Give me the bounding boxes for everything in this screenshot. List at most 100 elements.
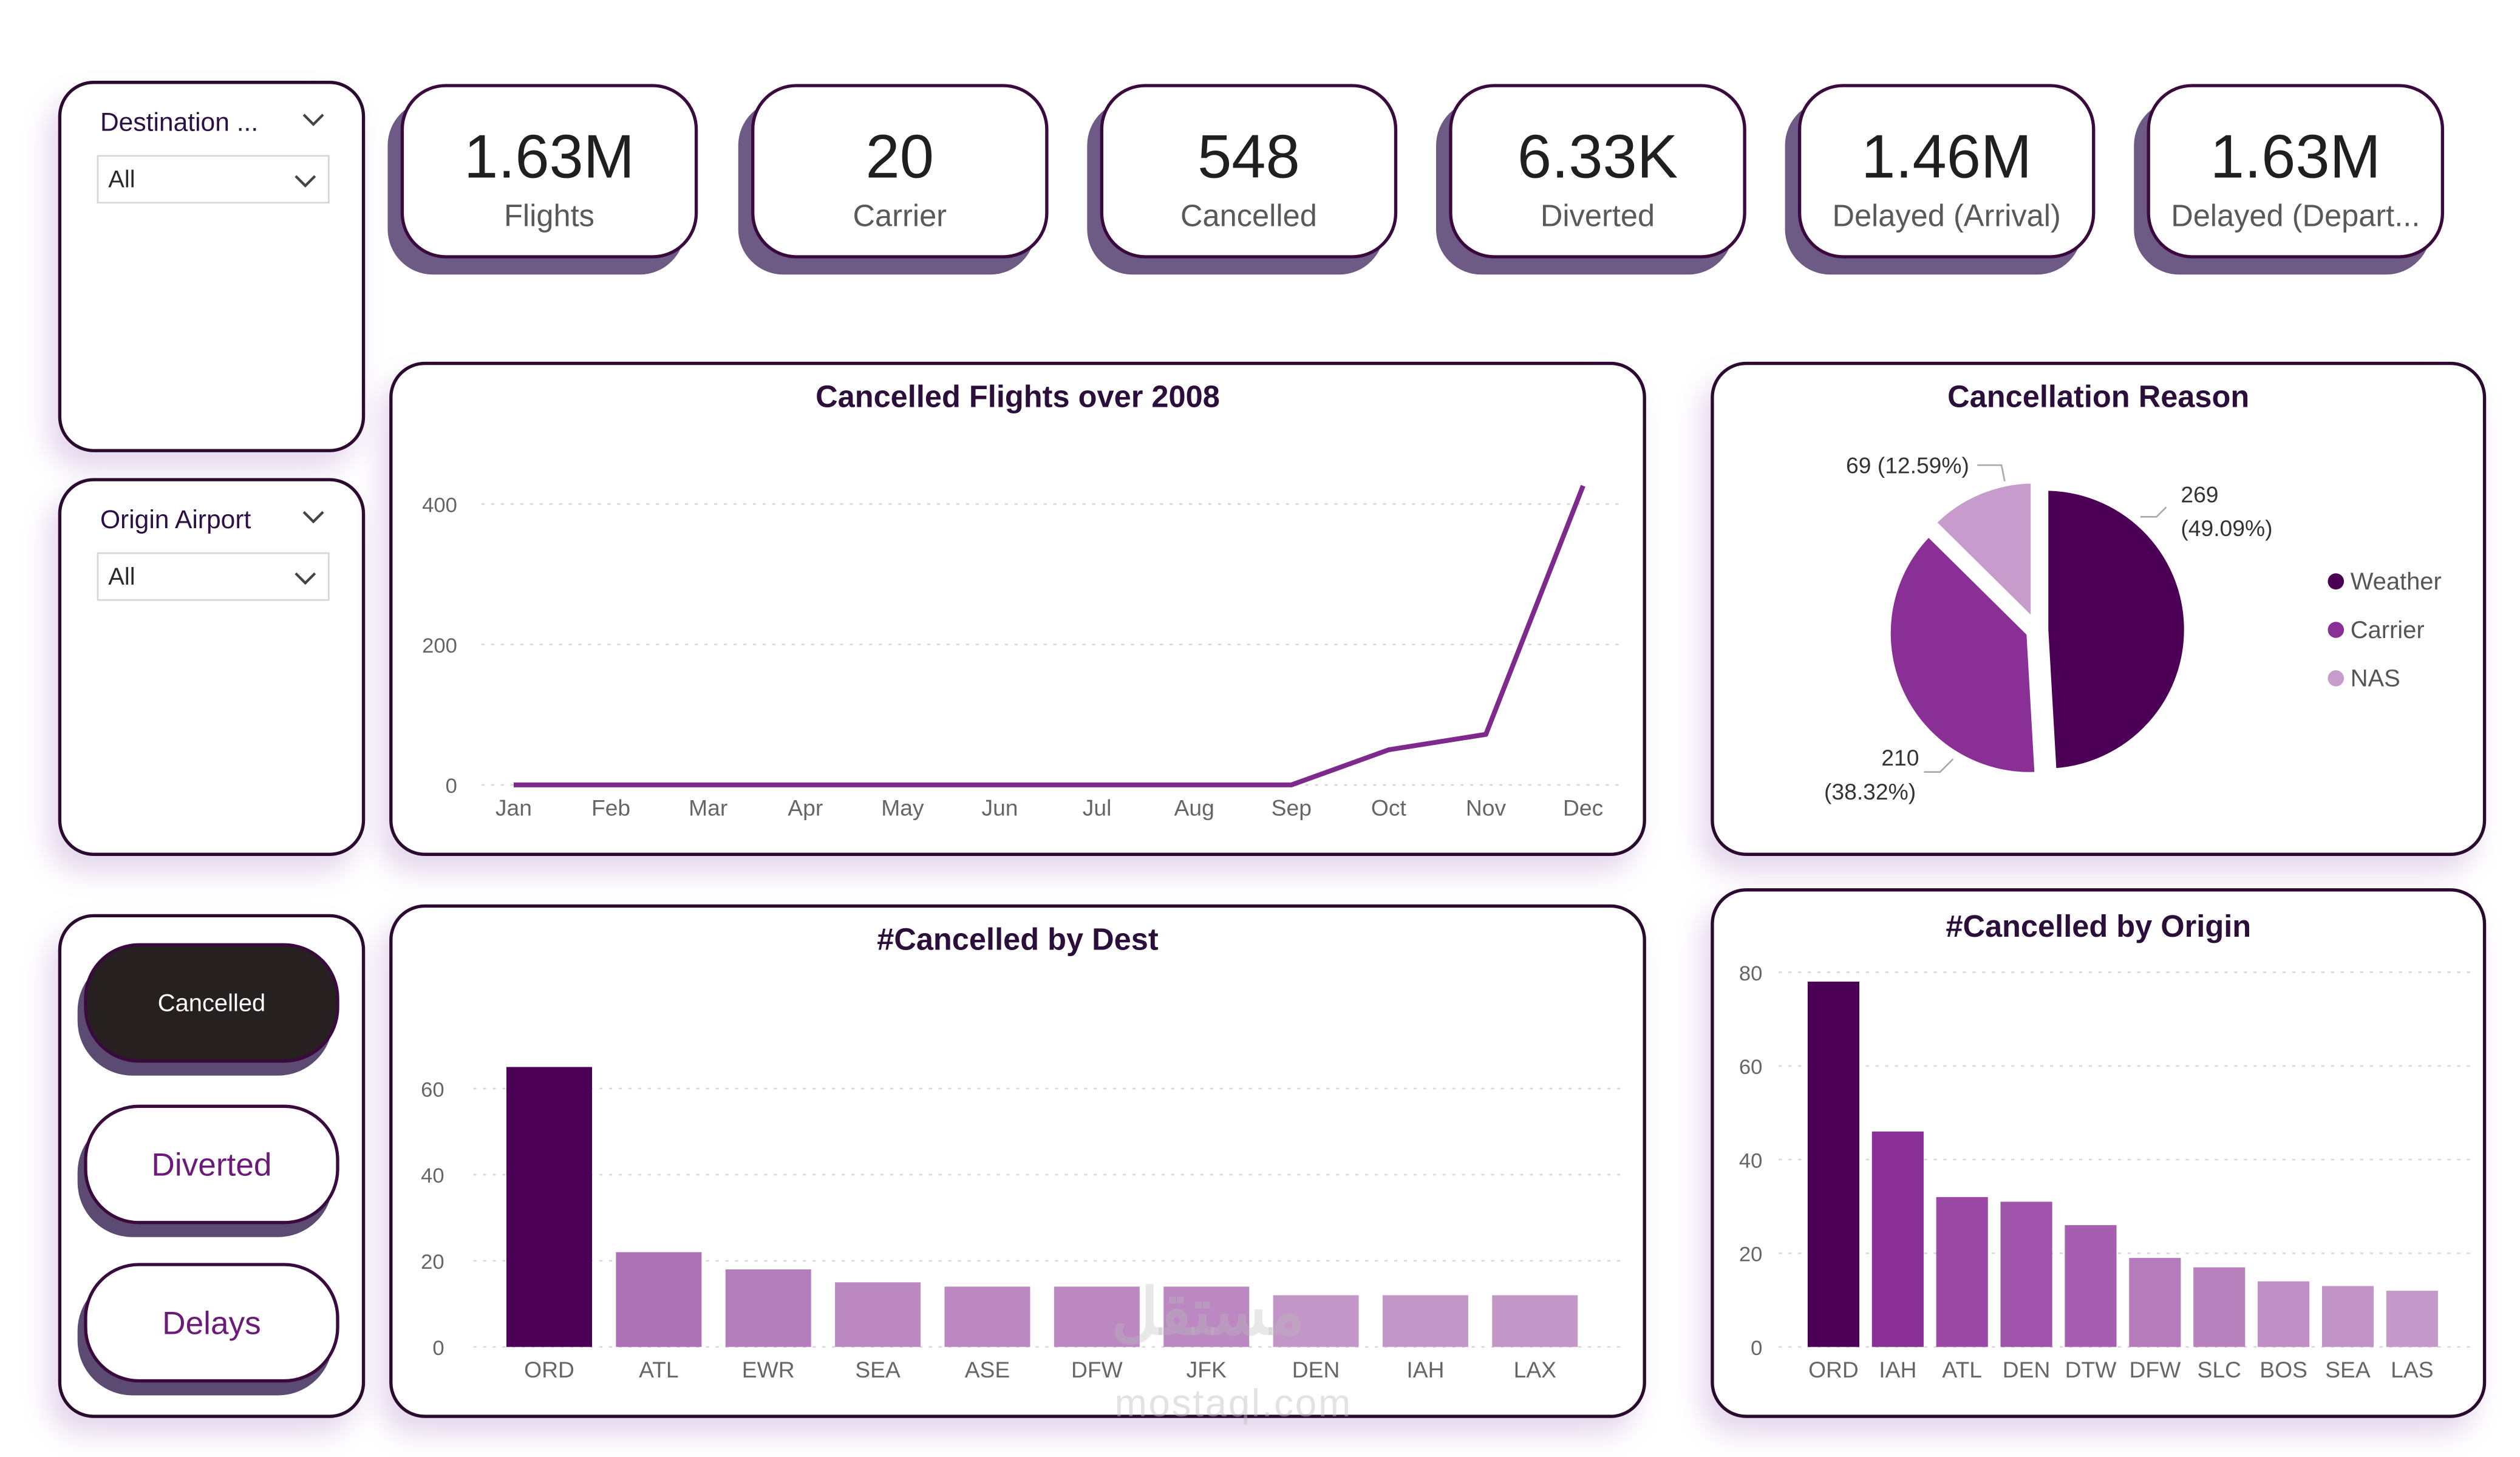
cancelled-button[interactable]: Cancelled bbox=[84, 943, 339, 1063]
kpi-value: 1.63M bbox=[464, 124, 635, 192]
data-label: (49.09%) bbox=[2181, 515, 2272, 541]
legend-label[interactable]: NAS bbox=[2351, 665, 2400, 692]
y-tick-label: 0 bbox=[432, 1337, 444, 1360]
bar[interactable] bbox=[1492, 1295, 1578, 1347]
bar[interactable] bbox=[1163, 1286, 1250, 1347]
y-tick-label: 40 bbox=[421, 1164, 444, 1187]
legend-label[interactable]: Weather bbox=[2351, 568, 2442, 595]
data-label: 210 bbox=[1881, 745, 1919, 770]
bar[interactable] bbox=[2065, 1225, 2117, 1347]
bar[interactable] bbox=[1807, 981, 1860, 1347]
bar[interactable] bbox=[2321, 1286, 2374, 1347]
chevron-down-icon[interactable] bbox=[301, 107, 327, 133]
destination-dropdown-value: All bbox=[108, 166, 135, 194]
y-tick-label: 20 bbox=[1739, 1243, 1762, 1266]
series-line[interactable] bbox=[513, 484, 1585, 787]
x-tick-label: DTW bbox=[2065, 1357, 2117, 1382]
bar[interactable] bbox=[1054, 1286, 1140, 1347]
bar[interactable] bbox=[2258, 1281, 2310, 1347]
x-tick-label: Aug bbox=[1174, 795, 1214, 820]
kpi-label: Diverted bbox=[1540, 200, 1655, 234]
kpi-label: Carrier bbox=[853, 200, 947, 234]
pie-slice-nas[interactable] bbox=[1928, 477, 2037, 630]
bar[interactable] bbox=[616, 1252, 702, 1347]
navigation-button-panel: Cancelled Diverted Delays bbox=[58, 914, 366, 1418]
kpi-label: Delayed (Depart... bbox=[2171, 200, 2420, 234]
x-tick-label: ASE bbox=[965, 1357, 1010, 1382]
leader-line bbox=[1977, 464, 2006, 482]
x-tick-label: LAX bbox=[1514, 1357, 1557, 1382]
x-tick-label: Feb bbox=[591, 795, 630, 820]
data-label: 269 bbox=[2181, 481, 2218, 507]
bar[interactable] bbox=[1936, 1197, 1988, 1347]
kpi-card-carrier: 20 Carrier bbox=[738, 84, 1049, 275]
kpi-card-diverted: 6.33K Diverted bbox=[1436, 84, 1746, 275]
bar[interactable] bbox=[835, 1282, 921, 1347]
bar[interactable] bbox=[1382, 1295, 1468, 1347]
x-tick-label: Jun bbox=[981, 795, 1018, 820]
chevron-down-icon bbox=[295, 175, 316, 188]
x-tick-label: ORD bbox=[524, 1357, 574, 1382]
y-tick-label: 40 bbox=[1739, 1149, 1762, 1172]
y-tick-label: 200 bbox=[422, 634, 457, 657]
chevron-down-icon bbox=[295, 572, 316, 585]
x-tick-label: DFW bbox=[1071, 1357, 1123, 1382]
bar[interactable] bbox=[944, 1286, 1030, 1347]
watermark-text: mostaql.com bbox=[1114, 1382, 1352, 1427]
watermark-logo: مستقل bbox=[1111, 1277, 1305, 1349]
bar[interactable] bbox=[2193, 1267, 2246, 1347]
x-tick-label: JFK bbox=[1187, 1357, 1227, 1382]
y-tick-label: 60 bbox=[1739, 1056, 1762, 1079]
destination-dropdown[interactable]: All bbox=[97, 155, 330, 204]
x-tick-label: Jul bbox=[1083, 795, 1112, 820]
kpi-card-delayed-departure: 1.63M Delayed (Depart... bbox=[2134, 84, 2445, 275]
kpi-value: 20 bbox=[865, 124, 935, 192]
dest-bar-chart-panel: #Cancelled by Dest 0 20 40 60 ORD ATL EWR SEA AS… bbox=[389, 904, 1646, 1418]
data-label: 69 (12.59%) bbox=[1846, 452, 1969, 478]
bar[interactable] bbox=[2000, 1201, 2052, 1347]
line-chart-panel: Cancelled Flights over 2008 0 200 400 Jan Fe… bbox=[389, 361, 1646, 856]
chevron-down-icon[interactable] bbox=[301, 504, 327, 530]
legend-marker bbox=[2328, 573, 2345, 590]
y-tick-label: 0 bbox=[446, 775, 457, 798]
leader-line bbox=[1924, 758, 1954, 773]
x-tick-label: BOS bbox=[2259, 1357, 2307, 1382]
destination-slicer-title: Destination ... bbox=[100, 109, 259, 138]
delays-button[interactable]: Delays bbox=[84, 1263, 339, 1383]
kpi-label: Delayed (Arrival) bbox=[1832, 200, 2061, 234]
kpi-value: 6.33K bbox=[1517, 124, 1678, 192]
line-chart: 0 200 400 Jan Feb Mar Apr May Jun Jul Aug Sep Oct Nov… bbox=[422, 484, 1621, 820]
origin-bar-chart-panel: #Cancelled by Origin 0 20 40 60 80 ORD IAH ATL D… bbox=[1711, 888, 2487, 1418]
bar[interactable] bbox=[506, 1067, 592, 1347]
pie-chart-panel: Cancellation Reason 269 (49.09%) 210 (38.32… bbox=[1711, 361, 2487, 856]
x-tick-label: May bbox=[881, 795, 924, 820]
bar[interactable] bbox=[725, 1269, 811, 1347]
origin-dropdown[interactable]: All bbox=[97, 552, 330, 601]
x-tick-label: IAH bbox=[1879, 1357, 1916, 1382]
legend-marker bbox=[2328, 622, 2345, 638]
x-tick-label: ATL bbox=[1942, 1357, 1982, 1382]
x-tick-label: ATL bbox=[639, 1357, 679, 1382]
x-tick-label: LAS bbox=[2391, 1357, 2433, 1382]
y-tick-label: 20 bbox=[421, 1251, 444, 1274]
kpi-card-cancelled: 548 Cancelled bbox=[1087, 84, 1398, 275]
bar[interactable] bbox=[1871, 1131, 1924, 1347]
legend-label[interactable]: Carrier bbox=[2351, 617, 2425, 644]
x-tick-label: DFW bbox=[2129, 1357, 2181, 1382]
bar[interactable] bbox=[2129, 1258, 2181, 1347]
x-tick-label: DEN bbox=[1292, 1357, 1340, 1382]
y-tick-label: 0 bbox=[1751, 1337, 1762, 1360]
bar[interactable] bbox=[1273, 1295, 1359, 1347]
origin-dropdown-value: All bbox=[108, 563, 135, 591]
kpi-card-flights: 1.63M Flights bbox=[387, 84, 698, 275]
origin-slicer-panel: Origin Airport All bbox=[58, 478, 366, 856]
x-tick-label: SEA bbox=[2325, 1357, 2371, 1382]
diverted-button[interactable]: Diverted bbox=[84, 1104, 339, 1224]
pie-slice-carrier[interactable] bbox=[1884, 528, 2042, 779]
pie-slice-weather[interactable] bbox=[2042, 484, 2191, 775]
x-tick-label: Jan bbox=[495, 795, 532, 820]
origin-slicer-title: Origin Airport bbox=[100, 507, 251, 535]
bar[interactable] bbox=[2386, 1291, 2438, 1347]
x-tick-label: Oct bbox=[1371, 795, 1407, 820]
